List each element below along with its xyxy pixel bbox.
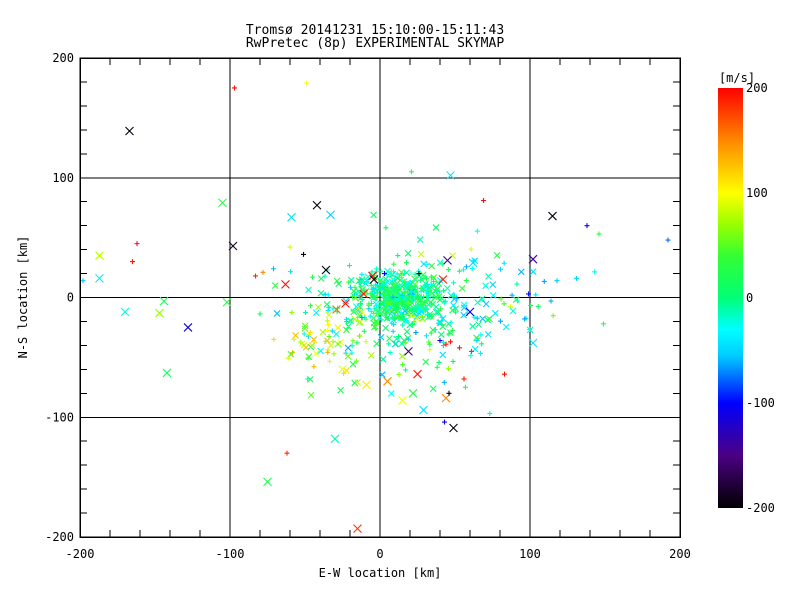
y-axis-label: N-S location [km] [16, 236, 30, 359]
y-tick-labels: -200 -100 0 100 200 [45, 51, 74, 544]
plot-title-line2: RwPretec (8p) EXPERIMENTAL SKYMAP [246, 36, 504, 51]
colorbar-tick-labels: 200 100 0 -100 -200 [746, 81, 775, 515]
colorbar-tick: 100 [746, 186, 768, 200]
x-axis-label: E-W location [km] [319, 566, 442, 580]
plot-title-line1: Tromsø 20141231 15:10:00-15:11:43 [246, 23, 504, 38]
colorbar-tick: 0 [746, 291, 753, 305]
scatter-points [80, 80, 671, 534]
x-tick-label: 200 [669, 547, 691, 561]
colorbar-tick: -200 [746, 501, 775, 515]
y-tick-label: -100 [45, 410, 74, 424]
colorbar [718, 88, 743, 508]
x-tick-label: 100 [519, 547, 541, 561]
x-tick-labels: -200 -100 0 100 200 [66, 547, 691, 561]
colorbar-tick: 200 [746, 81, 768, 95]
x-tick-label: -200 [66, 547, 95, 561]
y-tick-label: 100 [52, 171, 74, 185]
plot-frame [79, 57, 681, 538]
colorbar-tick: -100 [746, 396, 775, 410]
x-tick-label: 0 [376, 547, 383, 561]
axis-ticks [80, 58, 680, 537]
x-tick-label: -100 [216, 547, 245, 561]
grid-lines [80, 58, 680, 537]
colorbar-unit-label: [m/s] [719, 71, 755, 85]
y-tick-label: 0 [67, 291, 74, 305]
y-tick-label: -200 [45, 530, 74, 544]
y-tick-label: 200 [52, 51, 74, 65]
